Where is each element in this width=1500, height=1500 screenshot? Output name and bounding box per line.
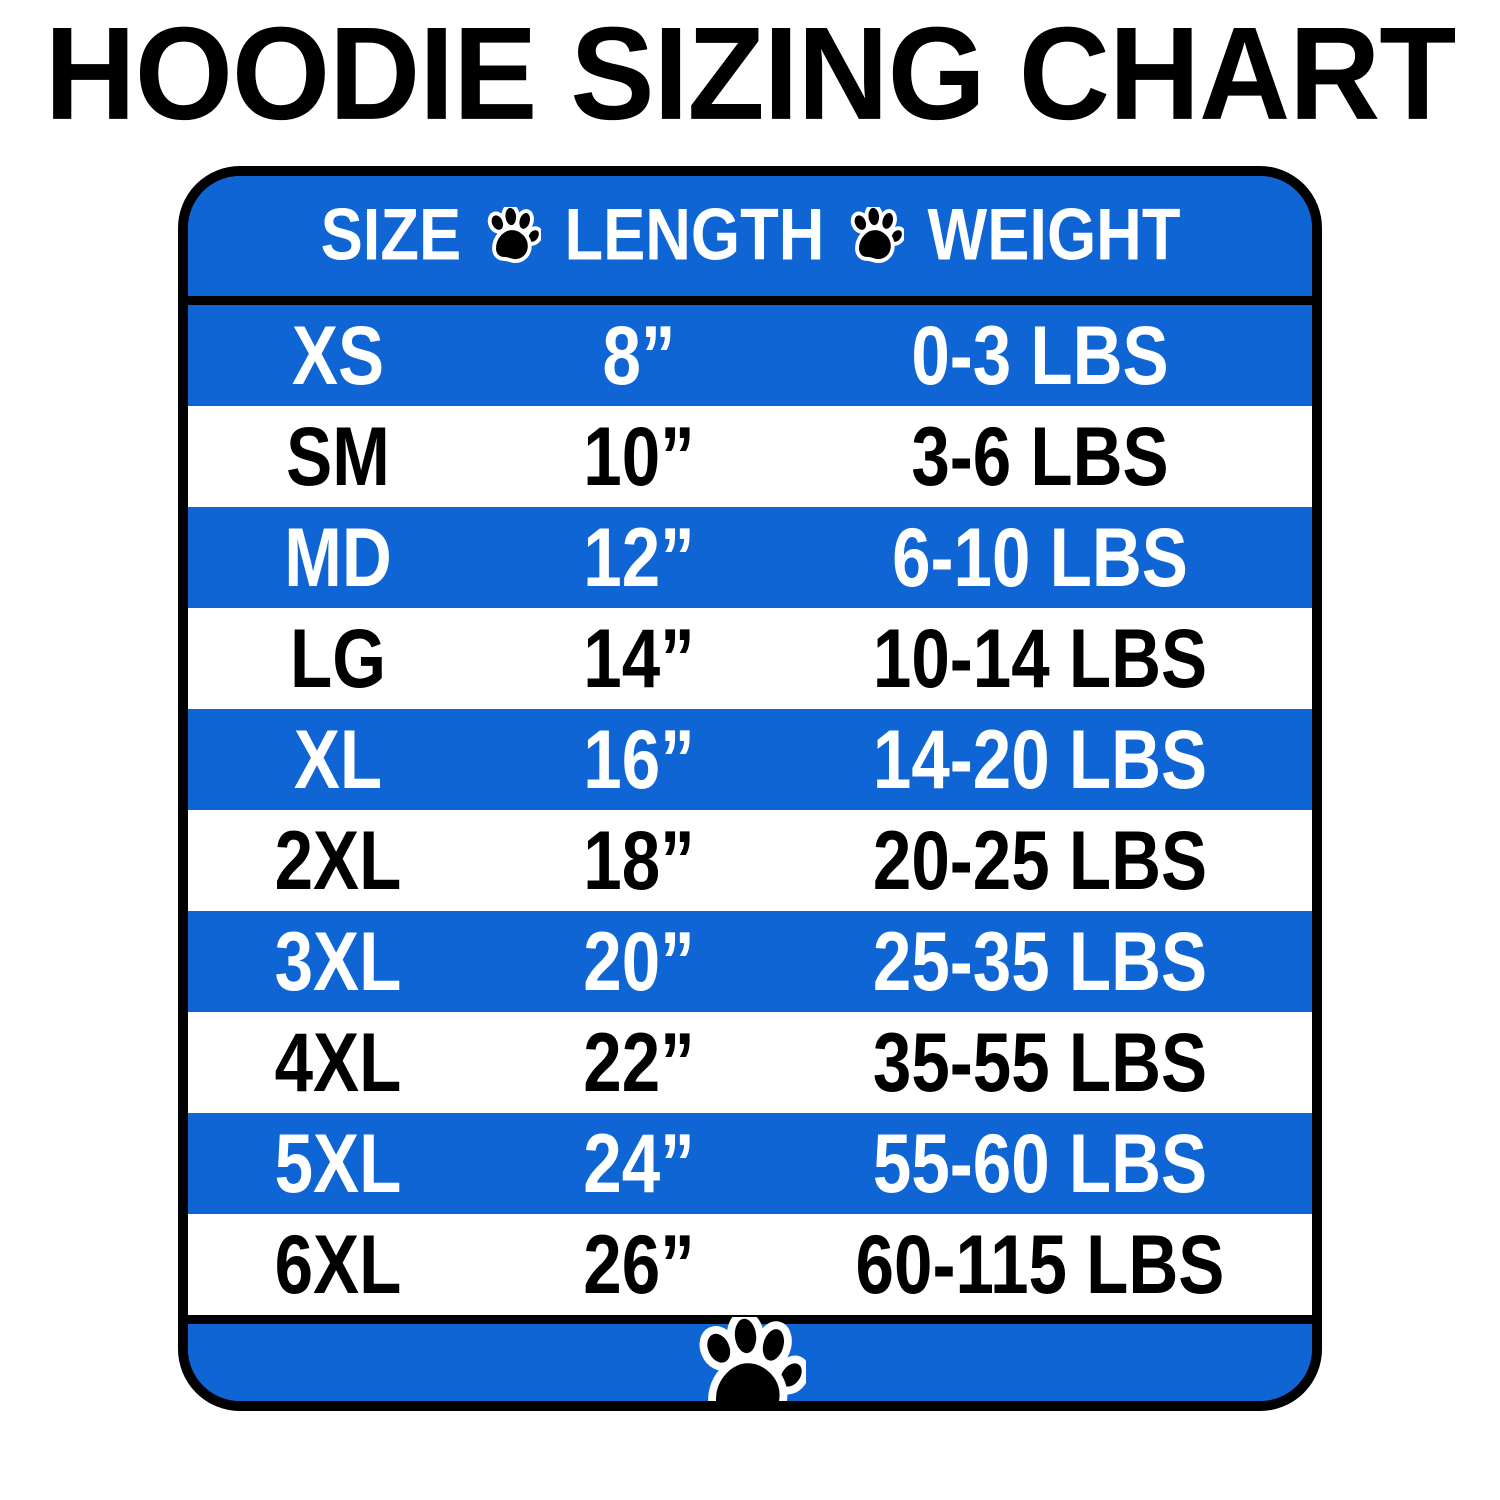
weight-cell: 35-55 LBS	[872, 1016, 1208, 1109]
sizing-chart-card: SIZE LENGTH	[178, 166, 1322, 1411]
column-header-weight: WEIGHT	[927, 194, 1181, 277]
size-cell: 2XL	[274, 814, 402, 907]
paw-print-icon	[848, 203, 907, 265]
size-cell: XS	[291, 309, 385, 402]
weight-cell: 6-10 LBS	[892, 511, 1188, 604]
length-cell: 8”	[602, 309, 676, 402]
weight-cell: 60-115 LBS	[855, 1218, 1225, 1311]
size-cell: 6XL	[274, 1218, 402, 1311]
table-row: 4XL 22” 35-55 LBS	[188, 1012, 1312, 1113]
size-cell: MD	[284, 511, 392, 604]
table-row: XL 16” 14-20 LBS	[188, 709, 1312, 810]
table-row: 6XL 26” 60-115 LBS	[188, 1214, 1312, 1315]
length-cell: 18”	[583, 814, 695, 907]
size-cell: 3XL	[274, 915, 402, 1008]
table-body: XS 8” 0-3 LBS SM 10” 3-6 LBS MD 12” 6-10 LBS LG 14…	[188, 305, 1312, 1315]
weight-cell: 14-20 LBS	[872, 713, 1208, 806]
length-cell: 22”	[583, 1016, 695, 1109]
table-row: 2XL 18” 20-25 LBS	[188, 810, 1312, 911]
table-row: XS 8” 0-3 LBS	[188, 305, 1312, 406]
table-row: SM 10” 3-6 LBS	[188, 406, 1312, 507]
size-cell: XL	[293, 713, 383, 806]
paw-print-icon	[694, 1310, 810, 1401]
weight-cell: 55-60 LBS	[872, 1117, 1208, 1210]
column-header-length: LENGTH	[564, 194, 825, 277]
weight-cell: 3-6 LBS	[911, 410, 1169, 503]
weight-cell: 25-35 LBS	[872, 915, 1208, 1008]
table-row: MD 12” 6-10 LBS	[188, 507, 1312, 608]
table-row: LG 14” 10-14 LBS	[188, 608, 1312, 709]
size-cell: 5XL	[274, 1117, 402, 1210]
size-cell: LG	[290, 612, 386, 705]
size-cell: 4XL	[274, 1016, 402, 1109]
table-row: 5XL 24” 55-60 LBS	[188, 1113, 1312, 1214]
size-cell: SM	[286, 410, 390, 503]
length-cell: 16”	[583, 713, 695, 806]
weight-cell: 20-25 LBS	[872, 814, 1208, 907]
length-cell: 12”	[583, 511, 695, 604]
page-title: HOODIE SIZING CHART	[44, 0, 1457, 148]
weight-cell: 0-3 LBS	[911, 309, 1169, 402]
paw-print-icon	[485, 203, 544, 265]
table-row: 3XL 20” 25-35 LBS	[188, 911, 1312, 1012]
length-cell: 24”	[583, 1117, 695, 1210]
length-cell: 26”	[583, 1218, 695, 1311]
column-header-size: SIZE	[320, 194, 461, 277]
weight-cell: 10-14 LBS	[872, 612, 1208, 705]
length-cell: 10”	[583, 410, 695, 503]
table-footer	[188, 1310, 1312, 1401]
length-cell: 14”	[583, 612, 695, 705]
table-header-row: SIZE LENGTH	[188, 176, 1312, 305]
length-cell: 20”	[583, 915, 695, 1008]
